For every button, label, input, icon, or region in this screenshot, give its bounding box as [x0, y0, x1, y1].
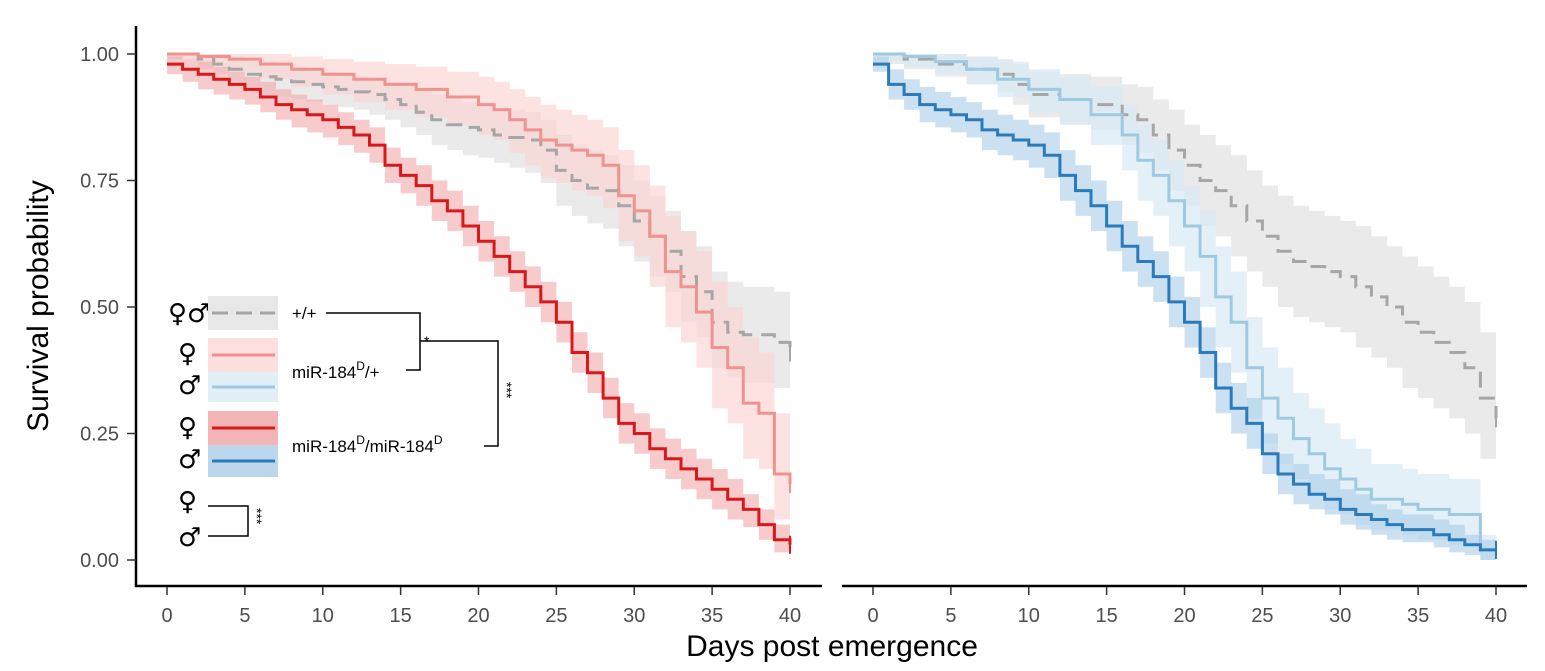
legend-symbol-both: ♀♂	[168, 299, 210, 329]
bracket-female-vs-male	[208, 505, 249, 537]
y-tick-label: 1.00	[80, 44, 119, 66]
legend-symbol-male-sex: ♂	[178, 523, 201, 553]
y-tick-label: 0.75	[80, 171, 119, 193]
legend-label-wt: +/+	[292, 304, 317, 323]
survival-line-hom_female	[167, 62, 792, 545]
x-tick-label: 25	[545, 605, 567, 627]
y-tick-label: 0.25	[80, 424, 119, 446]
x-tick-label: 15	[1096, 605, 1118, 627]
x-tick-label: 5	[239, 605, 250, 627]
x-tick-label: 40	[779, 605, 801, 627]
x-tick-label: 30	[623, 605, 645, 627]
x-axis-title: Days post emergence	[686, 630, 978, 663]
x-tick-label: 10	[312, 605, 334, 627]
x-tick-label: 0	[161, 605, 172, 627]
ci-band-het_male	[873, 54, 1496, 560]
legend-label-hom: miR-184D/miR-184D	[292, 433, 443, 456]
x-tick-label: 35	[701, 605, 723, 627]
x-tick-label: 5	[945, 605, 956, 627]
x-tick-label: 0	[867, 605, 878, 627]
sig-female-vs-male: ***	[249, 508, 265, 525]
y-axis-title: Survival probability	[22, 180, 55, 432]
x-tick-label: 20	[467, 605, 489, 627]
sig-wt-vs-het: *	[424, 333, 430, 349]
ci-band-wt	[873, 54, 1496, 459]
survival-line-het_female	[167, 52, 792, 485]
x-tick-label: 40	[1485, 605, 1507, 627]
x-tick-label: 30	[1329, 605, 1351, 627]
sig-het-vs-hom: ***	[499, 382, 515, 399]
bracket-het-vs-hom	[438, 340, 499, 447]
x-tick-label: 10	[1018, 605, 1040, 627]
x-tick-label: 25	[1251, 605, 1273, 627]
survival-line-wt	[167, 52, 792, 353]
legend-symbol-female-sex: ♀	[178, 487, 197, 517]
legend-symbol-female-hom: ♀	[178, 413, 197, 443]
x-tick-label: 15	[390, 605, 412, 627]
legend-symbol-female-het: ♀	[178, 339, 197, 369]
panel-female	[167, 52, 792, 555]
survival-line-het_male	[873, 52, 1496, 552]
panel-male	[873, 52, 1498, 560]
legend-label-het: miR-184D/+	[292, 359, 380, 382]
legend: ♀♂ ♀ ♂ ♀ ♂ ♀ ♂ +/+ miR-184D/+ miR-184D/m…	[168, 296, 515, 553]
bracket-wt-vs-het	[326, 312, 421, 371]
y-tick-label: 0.00	[80, 550, 119, 572]
legend-symbol-male-hom: ♂	[178, 445, 201, 475]
y-tick-label: 0.50	[80, 297, 119, 319]
ci-band-het_female	[167, 54, 790, 525]
legend-symbol-male-het: ♂	[178, 371, 201, 401]
survival-line-hom_male	[873, 62, 1496, 552]
x-tick-label: 20	[1173, 605, 1195, 627]
x-tick-label: 35	[1407, 605, 1429, 627]
axis-ticks: 0 5 10 15 20 25 30 35 40 0.00 0.25 0.50 0.75 1.00 0 5 10…	[80, 44, 1507, 627]
